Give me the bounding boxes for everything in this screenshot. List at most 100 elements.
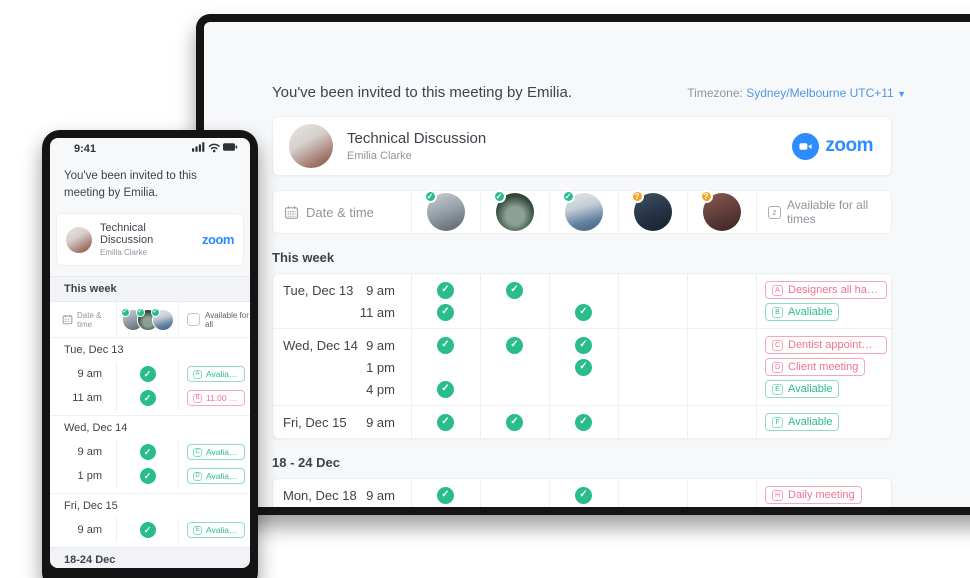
participant-slot <box>480 356 549 378</box>
tag-letter: A <box>772 284 783 296</box>
participant-slot: ✓ <box>411 506 480 507</box>
participant-slot <box>549 378 618 400</box>
participant-slot: ✓ <box>480 279 549 301</box>
status-bar: 9:41 <box>50 138 250 160</box>
available-for-all-label: Available for all <box>205 310 249 329</box>
participant-header-cell: ? <box>687 190 756 233</box>
column-divider <box>549 191 550 233</box>
date-time-cell: Wed, Dec 14 9 am <box>273 334 411 356</box>
status-yes-badge-icon: ✓ <box>492 190 506 203</box>
tag-letter: B <box>193 393 202 403</box>
column-divider <box>411 191 412 233</box>
participant-slot <box>618 411 687 433</box>
meeting-organizer: Emilia Clarke <box>347 150 412 162</box>
date-label: Fri, Dec 15 <box>283 414 347 430</box>
participant-slot: ✓ <box>411 301 480 323</box>
tag-text: Designers all hands o... <box>788 284 880 296</box>
participant-avatar: ✓ <box>492 190 534 231</box>
participant-header-cell: ✓ <box>549 190 618 233</box>
timezone-selector[interactable]: Timezone: Sydney/Melbourne UTC+11 ▼ <box>687 86 906 100</box>
participant-slot <box>687 301 756 323</box>
participant-slot <box>480 301 549 323</box>
participant-slot <box>618 334 687 356</box>
all-times-icon: z <box>768 205 781 219</box>
zoom-wordmark: zoom <box>202 232 234 248</box>
slot-tag[interactable]: H Daily meeting <box>765 486 862 504</box>
timezone-value[interactable]: Sydney/Melbourne UTC+11 <box>746 85 894 100</box>
tag-letter: F <box>772 416 783 428</box>
availability-check-icon: ✓ <box>139 468 156 485</box>
checkbox-icon[interactable] <box>187 313 200 327</box>
time-row: Wed, Dec 14 9 am ✓ ✓ ✓ C Dentist appointment <box>273 334 891 356</box>
organizer-avatar <box>289 124 333 168</box>
tag-cell: F Avaliable <box>756 411 891 433</box>
slot-tag[interactable]: D Client meeting <box>765 358 866 376</box>
slot-tag[interactable]: B Avaliable <box>765 303 840 321</box>
column-divider <box>411 479 412 507</box>
availability-check-icon: ✓ <box>437 486 454 504</box>
participant-slot <box>411 356 480 378</box>
availability-check-icon: ✓ <box>437 303 454 321</box>
slot-tag[interactable]: C Avaliable <box>187 444 245 461</box>
participant-avatar: ✓ <box>561 190 603 231</box>
meeting-organizer: Emilia Clarke <box>100 248 148 258</box>
slot-tag[interactable]: E Avaliable <box>765 380 840 398</box>
participant-slot: ✓ <box>411 378 480 400</box>
participant-slot: ✓ <box>549 301 618 323</box>
slot-tag[interactable]: C Dentist appointment <box>765 336 887 354</box>
time-row: Fri, Dec 15 9 am ✓ ✓ ✓ F Avaliable <box>273 411 891 433</box>
participant-slot: ✓ <box>549 506 618 507</box>
participant-slot <box>687 484 756 506</box>
participant-slot <box>618 378 687 400</box>
column-divider <box>756 191 757 233</box>
slot-tag[interactable]: D Avaliable <box>187 468 245 485</box>
available-for-all-toggle[interactable]: Available for all <box>178 302 250 338</box>
tag-text: Avaliable <box>206 471 239 482</box>
column-divider <box>618 479 619 507</box>
time-label: 9 am <box>366 487 395 503</box>
participant-slot: ✓ <box>116 440 178 465</box>
tag-cell: B 11:00 am ... <box>178 386 250 411</box>
zoom-logo: zoom <box>792 132 873 160</box>
time-label: 9 am <box>77 446 102 459</box>
availability-check-icon: ✓ <box>575 486 592 504</box>
date-label: Wed, Dec 14 <box>64 422 128 435</box>
date-time-header-cell: Date & time <box>273 191 411 233</box>
participant-slot: ✓ <box>549 484 618 506</box>
participant-header-cell: ✓ <box>480 190 549 233</box>
participant-slot <box>480 484 549 506</box>
time-row: 11 am ✓ B 11:00 am ... <box>50 386 250 411</box>
column-divider <box>687 479 688 507</box>
slot-tag[interactable]: E Avaliable <box>187 522 245 539</box>
participant-avatar: ✓ <box>150 307 174 331</box>
time-label: 9 am <box>366 337 395 353</box>
date-label: Fri, Dec 15 <box>64 500 118 513</box>
participant-slot <box>618 506 687 507</box>
slot-tag[interactable]: F Avaliable <box>765 413 840 431</box>
time-label: 9 am <box>366 414 395 430</box>
column-divider <box>756 479 757 507</box>
tag-cell: D Client meeting <box>756 356 891 378</box>
slot-tag[interactable]: A Designers all hands o... <box>765 281 887 299</box>
slot-tag[interactable]: A Avaliable <box>187 366 245 383</box>
date-time-cell: Fri, Dec 15 9 am <box>273 411 411 433</box>
available-all-times-toggle[interactable]: z Available for all times <box>756 191 893 233</box>
participant-slot: ✓ <box>116 464 178 489</box>
availability-check-icon: ✓ <box>437 336 454 354</box>
participant-slot <box>687 356 756 378</box>
zoom-camera-icon <box>792 132 820 160</box>
table-controls-row: Date & time ✓ ✓ ✓ Available for all <box>50 302 250 339</box>
tag-cell: A Avaliable <box>178 362 250 387</box>
tag-letter: B <box>772 306 783 318</box>
date-group: Fri, Dec 15 9 am ✓ ✓ ✓ F Avaliable <box>273 405 891 438</box>
time-label: 11 am <box>359 304 395 320</box>
tag-cell: H Daily meeting <box>756 484 891 506</box>
time-label: 4 pm <box>366 381 395 397</box>
participant-slot: ✓ <box>549 411 618 433</box>
availability-check-icon: ✓ <box>139 366 156 383</box>
status-maybe-badge-icon: ? <box>630 190 644 203</box>
slot-tag[interactable]: B 11:00 am ... <box>187 390 245 407</box>
participant-slot <box>687 378 756 400</box>
